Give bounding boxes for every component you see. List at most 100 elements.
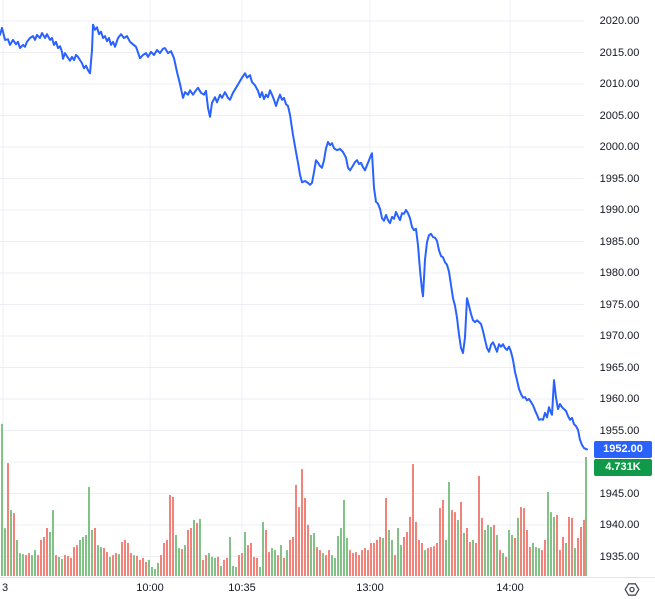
volume-bar xyxy=(571,517,573,576)
volume-bar xyxy=(460,502,462,576)
volume-bar xyxy=(70,557,72,576)
volume-bar xyxy=(103,548,105,576)
volume-bar xyxy=(4,528,6,576)
volume-bar xyxy=(370,543,372,576)
volume-bar xyxy=(238,555,240,576)
volume-bar xyxy=(22,554,24,576)
volume-bar xyxy=(61,558,63,576)
volume-bar xyxy=(319,550,321,576)
volume-bar xyxy=(46,528,48,576)
volume-bar xyxy=(187,530,189,576)
volume-bar xyxy=(283,557,285,576)
volume-bar xyxy=(88,487,90,576)
volume-bar xyxy=(451,510,453,576)
volume-bar xyxy=(403,537,405,576)
volume-bar xyxy=(475,543,477,576)
volume-bar xyxy=(235,566,237,576)
volume-bar xyxy=(547,492,549,576)
volume-bar xyxy=(286,550,288,576)
volume-bar xyxy=(577,538,579,576)
volume-bar xyxy=(493,524,495,576)
volume-bar xyxy=(49,532,51,576)
volume-bar xyxy=(529,547,531,576)
volume-bar xyxy=(136,555,138,576)
volume-bar xyxy=(409,516,411,576)
chart-canvas[interactable] xyxy=(0,0,655,577)
volume-bar xyxy=(28,553,30,576)
time-axis[interactable]: 3 10:00 10:35 13:00 14:00 xyxy=(0,577,655,599)
gear-icon xyxy=(624,583,640,596)
volume-bar xyxy=(322,553,324,576)
volume-bar xyxy=(157,562,159,576)
price-scale-settings-button[interactable] xyxy=(620,581,644,598)
volume-bar xyxy=(469,542,471,576)
volume-bar xyxy=(175,535,177,576)
volume-bar xyxy=(481,517,483,576)
volume-bar xyxy=(478,475,480,576)
volume-bar xyxy=(280,545,282,576)
last-volume-badge: 4.731K xyxy=(594,458,652,476)
volume-bar xyxy=(232,565,234,576)
volume-bar xyxy=(394,555,396,576)
volume-bar xyxy=(574,548,576,576)
volume-bar xyxy=(430,547,432,576)
volume-bar xyxy=(265,530,267,576)
volume-bar xyxy=(52,510,54,576)
volume-bar xyxy=(121,542,123,576)
volume-bar xyxy=(550,512,552,576)
volume-bar xyxy=(328,550,330,576)
price-axis-label: 1995.00 xyxy=(599,172,640,185)
volume-bar xyxy=(91,530,93,576)
volume-bar xyxy=(1,423,3,576)
volume-bar xyxy=(463,533,465,576)
volume-bar xyxy=(337,536,339,576)
volume-bar xyxy=(97,545,99,576)
volume-bar xyxy=(418,540,420,576)
price-axis-label: 2000.00 xyxy=(599,141,640,153)
volume-bar xyxy=(382,538,384,576)
volume-bar xyxy=(244,532,246,576)
volume-bar xyxy=(163,543,165,576)
volume-bar xyxy=(10,510,12,576)
volume-bar xyxy=(499,550,501,576)
volume-bar xyxy=(535,547,537,576)
volume-bar xyxy=(514,538,516,576)
volume-bar xyxy=(13,513,15,576)
price-axis-label: 1960.00 xyxy=(599,393,640,405)
price-axis-label: 2005.00 xyxy=(599,109,640,122)
volume-bar xyxy=(115,553,117,576)
volume-bar xyxy=(517,517,519,576)
price-axis-label: 1965.00 xyxy=(599,361,640,374)
volume-bar xyxy=(289,540,291,576)
volume-bar xyxy=(544,540,546,576)
volume-bar xyxy=(307,524,309,576)
volume-bar xyxy=(196,522,198,576)
volume-bar xyxy=(181,549,183,576)
volume-bar xyxy=(445,540,447,576)
volume-bar xyxy=(406,532,408,576)
volume-bar xyxy=(385,498,387,576)
time-axis-label: 3 xyxy=(1,582,9,594)
volume-bar xyxy=(484,530,486,576)
volume-bar xyxy=(364,548,366,576)
price-axis[interactable]: 1952.00 4.731K 2020.00 2015.00 2010.00 2005… xyxy=(584,0,655,577)
volume-bar xyxy=(37,555,39,576)
volume-bar xyxy=(271,548,273,576)
volume-bar xyxy=(472,540,474,576)
volume-bar xyxy=(241,553,243,576)
price-line xyxy=(0,23,588,451)
volume-bar xyxy=(31,555,33,576)
volume-bar xyxy=(112,555,114,576)
volume-bar xyxy=(199,518,201,576)
volume-bar xyxy=(298,507,300,576)
volume-bar xyxy=(16,540,18,576)
price-axis-label: 1985.00 xyxy=(599,235,640,248)
volume-bar xyxy=(259,566,261,576)
volume-bar xyxy=(427,548,429,576)
volume-bar xyxy=(508,530,510,576)
volume-bar xyxy=(34,550,36,576)
price-axis-label: 1970.00 xyxy=(599,330,640,342)
volume-bar xyxy=(541,550,543,576)
volume-bar xyxy=(358,555,360,576)
volume-bar xyxy=(106,552,108,576)
